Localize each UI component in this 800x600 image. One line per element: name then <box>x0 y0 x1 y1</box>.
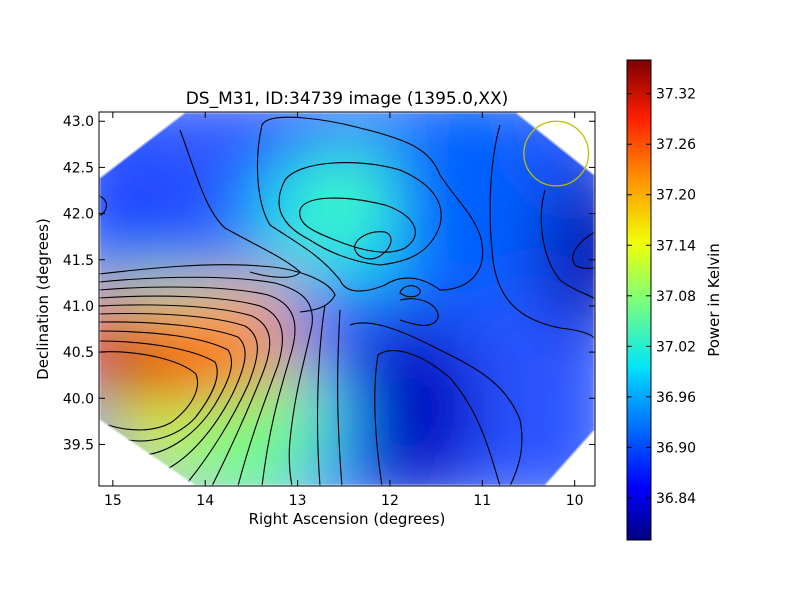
x-axis-label: Right Ascension (degrees) <box>249 510 446 528</box>
contour-line <box>489 124 595 341</box>
y-tick-label: 41.5 <box>63 253 94 269</box>
colorbar-tick-label: 37.08 <box>656 289 696 305</box>
colorbar-label: Power in Kelvin <box>705 243 723 357</box>
colorbar-tick-label: 36.90 <box>656 440 696 456</box>
y-tick-label: 40.5 <box>63 345 94 361</box>
contour-line <box>399 285 421 298</box>
x-tick-label: 12 <box>381 493 399 509</box>
contour-line <box>99 351 198 431</box>
y-tick-label: 43.0 <box>63 114 94 130</box>
contour-line <box>354 231 392 260</box>
x-axis: 15 14 13 12 11 10 <box>104 112 584 509</box>
contour-line <box>99 195 108 217</box>
x-tick-label: 15 <box>104 493 122 509</box>
contour-line <box>299 197 416 253</box>
y-tick-label: 42.5 <box>63 160 94 176</box>
contour-line <box>349 322 523 486</box>
contour-line <box>179 129 301 278</box>
x-tick-label: 11 <box>473 493 491 509</box>
chart-title: DS_M31, ID:34739 image (1395.0,XX) <box>186 89 509 109</box>
colorbar-tick-label: 37.14 <box>656 238 696 254</box>
colorbar-tick-label: 37.20 <box>656 188 696 204</box>
colorbar-tick-label: 36.84 <box>656 491 696 507</box>
x-tick-label: 13 <box>289 493 307 509</box>
colorbar-tick-label: 37.26 <box>656 137 696 153</box>
beam-marker-circle <box>523 120 590 187</box>
y-tick-label: 39.5 <box>63 437 94 453</box>
contour-line <box>99 276 313 486</box>
y-tick-label: 40.0 <box>63 391 94 407</box>
contour-line <box>540 189 595 301</box>
x-tick-label: 14 <box>196 493 214 509</box>
contour-line <box>572 231 595 269</box>
contour-line <box>99 264 336 313</box>
colorbar-ticks: 36.84 36.90 36.96 37.02 37.08 37.14 37.20 37.26… <box>627 87 696 507</box>
contour-line <box>99 295 283 486</box>
contour-line <box>256 116 484 292</box>
contour-line <box>99 312 258 483</box>
contour-line <box>278 162 442 266</box>
contour-line <box>337 309 343 486</box>
y-axis-label: Declination (degrees) <box>34 218 52 380</box>
x-tick-label: 10 <box>566 493 584 509</box>
colorbar <box>626 59 652 541</box>
contour-line <box>99 304 271 486</box>
contour-line <box>99 321 246 471</box>
plot-frame <box>98 111 596 487</box>
colorbar-tick-label: 37.02 <box>656 339 696 355</box>
y-axis: 39.5 40.0 40.5 41.0 41.5 42.0 42.5 43.0 <box>63 114 595 453</box>
contour-line <box>316 304 326 486</box>
colorbar-tick-label: 36.96 <box>656 390 696 406</box>
contour-lines <box>99 116 595 486</box>
contour-line <box>374 350 501 486</box>
contour-line <box>99 286 296 486</box>
y-tick-label: 42.0 <box>63 207 94 223</box>
contour-line <box>99 340 218 442</box>
colorbar-tick-label: 37.32 <box>656 87 696 103</box>
contour-line <box>399 298 439 326</box>
contour-line <box>99 330 232 456</box>
y-tick-label: 41.0 <box>63 299 94 315</box>
